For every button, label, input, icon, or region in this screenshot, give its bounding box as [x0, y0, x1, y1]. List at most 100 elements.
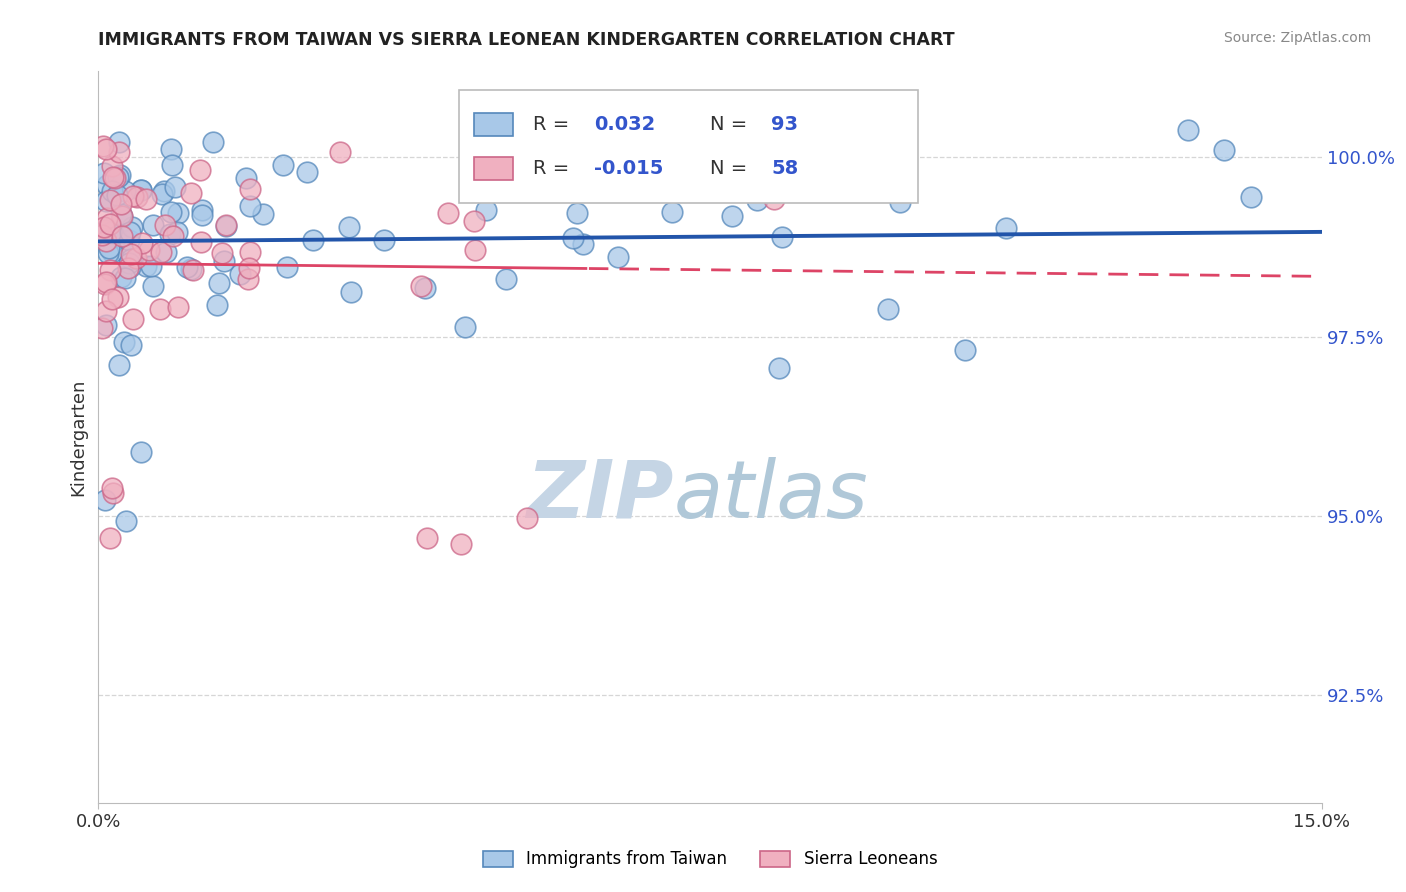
Point [101, 292, 124, 306]
Point [150, 244, 173, 259]
Y-axis label: Kindergarten: Kindergarten [69, 378, 87, 496]
Text: N =: N = [710, 159, 754, 178]
Point [100, 225, 122, 239]
Point [121, 312, 143, 326]
Point [235, 171, 257, 186]
Point [763, 192, 786, 206]
Point [141, 259, 163, 273]
Point [166, 225, 188, 239]
Point [142, 278, 165, 293]
Point [413, 281, 436, 295]
Text: 93: 93 [772, 115, 799, 135]
Point [409, 278, 432, 293]
Text: 0.032: 0.032 [593, 115, 655, 135]
Point [721, 209, 744, 223]
Point [252, 206, 274, 220]
Point [91, 139, 114, 153]
Point [108, 135, 131, 149]
Point [98, 531, 121, 545]
Point [214, 219, 236, 234]
Point [190, 202, 212, 217]
Point [239, 199, 262, 213]
Point [463, 214, 485, 228]
Point [301, 233, 323, 247]
Point [118, 256, 141, 270]
Point [111, 211, 134, 225]
Point [527, 174, 550, 188]
Point [98, 263, 121, 277]
Point [180, 262, 202, 277]
Point [121, 189, 143, 203]
Point [108, 145, 131, 159]
Point [111, 228, 134, 243]
Point [96, 234, 118, 248]
Point [110, 197, 132, 211]
Point [100, 184, 122, 198]
Point [110, 270, 132, 285]
Point [96, 178, 118, 192]
Point [239, 244, 262, 259]
Point [162, 229, 184, 244]
FancyBboxPatch shape [460, 90, 918, 203]
Point [159, 205, 181, 219]
Text: atlas: atlas [673, 457, 868, 534]
Point [661, 205, 683, 219]
Point [191, 208, 214, 222]
Point [108, 168, 131, 182]
Point [120, 247, 142, 261]
Point [329, 145, 352, 160]
Point [118, 234, 141, 248]
Point [104, 230, 127, 244]
Point [704, 154, 727, 169]
Point [236, 272, 259, 286]
Text: R =: R = [533, 159, 575, 178]
Point [125, 190, 148, 204]
Point [138, 243, 160, 257]
Point [745, 193, 768, 207]
Point [188, 163, 211, 178]
Point [149, 301, 172, 316]
Point [135, 259, 157, 273]
Point [337, 220, 360, 235]
Point [454, 319, 477, 334]
Point [107, 169, 129, 184]
Point [450, 537, 472, 551]
Point [565, 206, 588, 220]
Point [176, 260, 198, 275]
Text: -0.015: -0.015 [593, 159, 664, 178]
Point [160, 158, 183, 172]
Point [153, 184, 176, 198]
Point [120, 252, 142, 266]
Point [167, 205, 190, 219]
Point [180, 186, 202, 200]
Point [464, 243, 486, 257]
Text: ZIP: ZIP [526, 457, 673, 534]
Point [877, 302, 900, 317]
Point [167, 300, 190, 314]
Point [215, 218, 238, 232]
Point [93, 277, 115, 292]
Point [995, 221, 1018, 235]
Point [94, 223, 117, 237]
Point [94, 194, 117, 209]
Text: R =: R = [533, 115, 575, 135]
FancyBboxPatch shape [474, 157, 513, 180]
Point [121, 220, 143, 235]
Point [94, 492, 117, 507]
Legend: Immigrants from Taiwan, Sierra Leoneans: Immigrants from Taiwan, Sierra Leoneans [477, 844, 943, 875]
Point [96, 211, 118, 225]
Point [114, 185, 136, 199]
Point [91, 227, 114, 242]
Point [94, 318, 117, 332]
Point [97, 245, 120, 260]
Point [101, 169, 124, 184]
Point [100, 218, 122, 232]
Point [115, 514, 138, 528]
Point [474, 203, 496, 218]
Point [571, 237, 593, 252]
Point [94, 275, 117, 289]
Text: Source: ZipAtlas.com: Source: ZipAtlas.com [1223, 31, 1371, 45]
Point [120, 260, 142, 274]
Point [94, 304, 117, 318]
FancyBboxPatch shape [474, 113, 513, 136]
